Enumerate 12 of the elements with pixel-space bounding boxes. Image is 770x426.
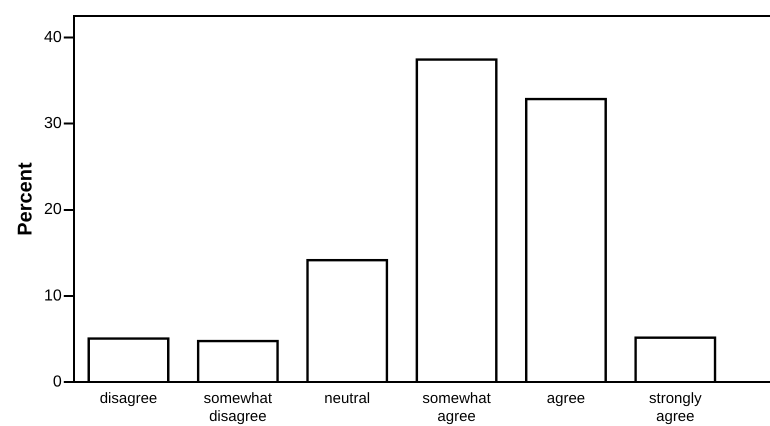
x-tick-label: strongly agree (649, 390, 702, 426)
y-tick-label: 10 (44, 287, 62, 304)
y-tick-label: 40 (44, 28, 62, 46)
y-tick-label: 20 (44, 201, 62, 218)
x-tick-label: agree (546, 390, 586, 408)
y-tick-label: 30 (44, 115, 62, 132)
y-axis-title: Percent (14, 162, 37, 236)
x-tick-label: somewhat disagree (204, 390, 273, 426)
x-tick-label: neutral (324, 390, 370, 408)
x-tick-label: disagree (100, 390, 158, 408)
y-tick-label: 0 (52, 373, 62, 390)
x-tick-label: somewhat agree (422, 390, 492, 426)
